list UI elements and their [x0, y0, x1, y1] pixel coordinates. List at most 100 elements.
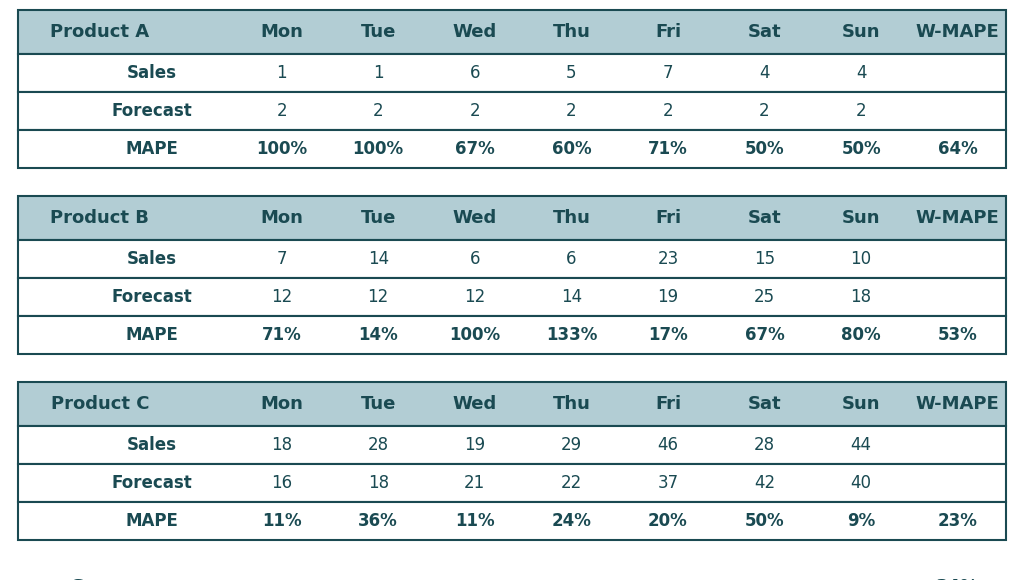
Text: 11%: 11%	[262, 512, 301, 530]
Text: 67%: 67%	[744, 326, 784, 344]
Text: 17%: 17%	[648, 326, 688, 344]
Text: Fri: Fri	[655, 23, 681, 41]
Text: 1: 1	[276, 64, 287, 82]
Text: 7: 7	[276, 250, 287, 268]
Text: 18: 18	[851, 288, 871, 306]
Text: 14: 14	[368, 250, 389, 268]
Bar	[18, 464, 1006, 502]
Text: Fri: Fri	[655, 395, 681, 413]
Text: W-MAPE: W-MAPE	[915, 395, 999, 413]
Text: 29: 29	[561, 436, 582, 454]
Text: Wed: Wed	[453, 23, 497, 41]
Text: 14: 14	[561, 288, 582, 306]
Text: Sun: Sun	[842, 209, 881, 227]
Text: Forecast: Forecast	[112, 102, 191, 120]
Bar	[18, 92, 1006, 130]
Text: 23%: 23%	[938, 512, 978, 530]
Text: 80%: 80%	[842, 326, 881, 344]
Text: 23: 23	[657, 250, 679, 268]
Text: 2: 2	[759, 102, 770, 120]
Text: W-MAPE: W-MAPE	[915, 209, 999, 227]
Text: Sales: Sales	[127, 250, 176, 268]
Text: 50%: 50%	[744, 140, 784, 158]
Text: W-MAPE: W-MAPE	[915, 23, 999, 41]
Bar	[18, 502, 1006, 540]
Text: 18: 18	[368, 474, 389, 492]
Bar	[18, 426, 1006, 464]
Text: 50%: 50%	[842, 140, 881, 158]
Text: 12: 12	[368, 288, 389, 306]
Text: Product B: Product B	[50, 209, 150, 227]
Text: Sat: Sat	[748, 395, 781, 413]
Text: 12: 12	[271, 288, 292, 306]
Text: 22: 22	[561, 474, 582, 492]
Bar	[18, 278, 1006, 316]
Text: 2: 2	[470, 102, 480, 120]
Text: 50%: 50%	[744, 512, 784, 530]
Text: 4: 4	[856, 64, 866, 82]
Text: 21: 21	[464, 474, 485, 492]
Text: Thu: Thu	[553, 395, 591, 413]
Text: 60%: 60%	[552, 140, 591, 158]
Text: 7: 7	[663, 64, 673, 82]
Text: Group: Group	[69, 578, 131, 580]
Text: 11%: 11%	[455, 512, 495, 530]
Text: 36%: 36%	[358, 512, 398, 530]
Bar	[18, 196, 1006, 240]
Text: 71%: 71%	[648, 140, 688, 158]
Text: 2: 2	[566, 102, 577, 120]
Text: Fri: Fri	[655, 209, 681, 227]
Text: 14%: 14%	[358, 326, 398, 344]
Text: 100%: 100%	[256, 140, 307, 158]
Text: 100%: 100%	[450, 326, 501, 344]
Text: Mon: Mon	[260, 23, 303, 41]
Text: 5: 5	[566, 64, 577, 82]
Text: Sat: Sat	[748, 23, 781, 41]
Text: Thu: Thu	[553, 23, 591, 41]
Text: 6: 6	[566, 250, 577, 268]
Text: Forecast: Forecast	[112, 474, 191, 492]
Text: Sales: Sales	[127, 64, 176, 82]
Text: 34%: 34%	[936, 578, 979, 580]
Text: 1: 1	[373, 64, 384, 82]
Text: 20%: 20%	[648, 512, 688, 530]
Text: Mon: Mon	[260, 395, 303, 413]
Text: 4: 4	[760, 64, 770, 82]
Bar	[18, 54, 1006, 92]
Bar	[18, 10, 1006, 54]
Text: 100%: 100%	[352, 140, 403, 158]
Text: Product A: Product A	[50, 23, 150, 41]
Text: Tue: Tue	[360, 395, 396, 413]
Text: 37: 37	[657, 474, 679, 492]
Text: Wed: Wed	[453, 395, 497, 413]
Text: 19: 19	[464, 436, 485, 454]
Text: MAPE: MAPE	[125, 140, 178, 158]
Bar	[18, 382, 1006, 426]
Text: Thu: Thu	[553, 209, 591, 227]
Text: 6: 6	[470, 64, 480, 82]
Text: 19: 19	[657, 288, 679, 306]
Text: MAPE: MAPE	[125, 512, 178, 530]
Text: 9%: 9%	[847, 512, 876, 530]
Text: 133%: 133%	[546, 326, 597, 344]
Text: Tue: Tue	[360, 209, 396, 227]
Text: 25: 25	[754, 288, 775, 306]
Text: 15: 15	[754, 250, 775, 268]
Text: 28: 28	[754, 436, 775, 454]
Text: MAPE: MAPE	[125, 326, 178, 344]
Text: 2: 2	[663, 102, 674, 120]
Text: 44: 44	[851, 436, 871, 454]
Text: 40: 40	[851, 474, 871, 492]
Text: 12: 12	[464, 288, 485, 306]
Text: 18: 18	[271, 436, 292, 454]
Text: Wed: Wed	[453, 209, 497, 227]
Text: 16: 16	[271, 474, 292, 492]
Text: 67%: 67%	[455, 140, 495, 158]
Text: 2: 2	[373, 102, 384, 120]
Text: 2: 2	[856, 102, 866, 120]
Text: 71%: 71%	[262, 326, 301, 344]
Text: Sales: Sales	[127, 436, 176, 454]
Text: 53%: 53%	[938, 326, 978, 344]
Text: 6: 6	[470, 250, 480, 268]
Bar	[18, 316, 1006, 354]
